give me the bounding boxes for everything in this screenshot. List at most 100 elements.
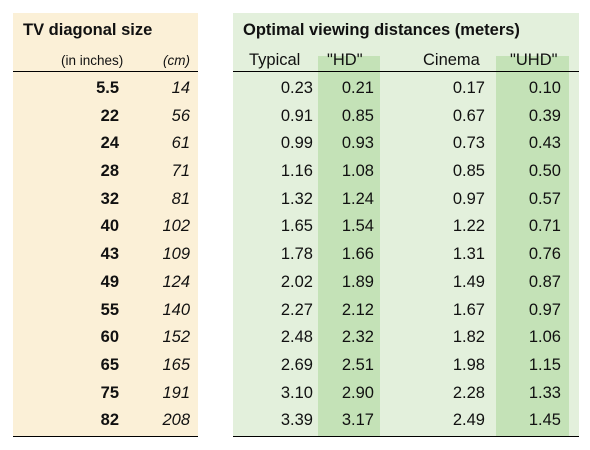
size-cm: 165 xyxy=(162,355,190,374)
cinema-distance: 2.28 xyxy=(452,383,485,402)
inches-header: (in inches) xyxy=(61,53,124,68)
cinema-distance: 0.73 xyxy=(452,134,485,153)
table-row: 5.5 14 xyxy=(13,76,198,104)
hd-distance: 1.66 xyxy=(341,245,374,264)
table-row: 1.65 1.54 1.22 0.71 xyxy=(233,214,579,242)
typical-distance: 0.91 xyxy=(280,106,313,125)
typical-distance: 1.32 xyxy=(280,189,313,208)
table-row: 40 102 xyxy=(13,214,198,242)
cinema-distance: 1.49 xyxy=(452,272,485,291)
uhd-distance: 0.57 xyxy=(528,189,561,208)
size-cm: 61 xyxy=(171,134,190,153)
table-row: 3.39 3.17 2.49 1.45 xyxy=(233,408,579,436)
size-inches: 49 xyxy=(100,272,119,291)
table-row: 75 191 xyxy=(13,381,198,409)
cinema-distance: 1.82 xyxy=(452,328,485,347)
table-row: 2.48 2.32 1.82 1.06 xyxy=(233,325,579,353)
typical-distance: 2.27 xyxy=(280,300,313,319)
cm-header: (cm) xyxy=(163,53,190,68)
header-rule xyxy=(13,71,198,72)
size-cm: 124 xyxy=(162,272,190,291)
typical-distance: 1.65 xyxy=(280,217,313,236)
hd-distance: 1.54 xyxy=(341,217,374,236)
uhd-distance: 1.45 xyxy=(528,411,561,430)
size-inches: 24 xyxy=(100,134,119,153)
size-cm: 191 xyxy=(162,383,190,402)
cinema-distance: 2.49 xyxy=(452,411,485,430)
size-cm: 109 xyxy=(162,245,190,264)
viewing-distance-rows: 0.23 0.21 0.17 0.10 0.91 0.85 0.67 0.39 0.99 0.93… xyxy=(233,76,579,436)
uhd-distance: 0.76 xyxy=(528,245,561,264)
size-inches: 5.5 xyxy=(96,79,119,97)
tv-size-title: TV diagonal size xyxy=(23,21,153,39)
table-row: 55 140 xyxy=(13,298,198,326)
header-rule xyxy=(233,71,579,72)
size-cm: 152 xyxy=(162,328,190,347)
cinema-distance: 0.97 xyxy=(452,189,485,208)
hd-distance: 2.12 xyxy=(341,300,374,319)
table-row: 32 81 xyxy=(13,187,198,215)
table-row: 82 208 xyxy=(13,408,198,436)
typical-distance: 2.02 xyxy=(280,272,313,291)
uhd-distance: 1.15 xyxy=(528,355,561,374)
table-row: 60 152 xyxy=(13,325,198,353)
cinema-distance: 1.22 xyxy=(452,217,485,236)
uhd-distance: 0.97 xyxy=(528,300,561,319)
tv-size-panel: TV diagonal size (in inches) (cm) 5.5 14 2… xyxy=(13,13,198,437)
table-row: 24 61 xyxy=(13,131,198,159)
typical-distance: 3.39 xyxy=(280,411,313,430)
size-inches: 55 xyxy=(100,300,119,319)
size-inches: 22 xyxy=(100,106,119,125)
viewing-distance-title: Optimal viewing distances (meters) xyxy=(243,21,520,39)
table-row: 0.91 0.85 0.67 0.39 xyxy=(233,104,579,132)
table-row: 2.69 2.51 1.98 1.15 xyxy=(233,353,579,381)
cinema-distance: 0.17 xyxy=(452,79,485,97)
hd-distance: 0.85 xyxy=(341,106,374,125)
uhd-distance: 0.50 xyxy=(528,162,561,181)
cinema-distance: 1.31 xyxy=(452,245,485,264)
typical-distance: 1.78 xyxy=(280,245,313,264)
cinema-distance: 0.85 xyxy=(452,162,485,181)
size-cm: 14 xyxy=(171,79,190,97)
size-inches: 43 xyxy=(100,245,119,264)
uhd-distance: 0.87 xyxy=(528,272,561,291)
uhd-distance: 0.71 xyxy=(528,217,561,236)
table-row: 22 56 xyxy=(13,104,198,132)
table-row: 2.02 1.89 1.49 0.87 xyxy=(233,270,579,298)
bottom-rule xyxy=(13,436,198,437)
size-inches: 65 xyxy=(100,355,119,374)
cinema-distance: 1.98 xyxy=(452,355,485,374)
size-cm: 71 xyxy=(171,162,190,181)
table-row: 65 165 xyxy=(13,353,198,381)
table-row: 43 109 xyxy=(13,242,198,270)
size-cm: 81 xyxy=(171,189,190,208)
size-cm: 208 xyxy=(162,411,190,430)
size-cm: 56 xyxy=(171,106,190,125)
hd-distance: 1.24 xyxy=(341,189,374,208)
size-inches: 28 xyxy=(100,162,119,181)
cinema-header: Cinema xyxy=(423,51,480,69)
uhd-column-highlight xyxy=(496,56,569,437)
hd-distance: 1.08 xyxy=(341,162,374,181)
table-row: 0.99 0.93 0.73 0.43 xyxy=(233,131,579,159)
uhd-header: "UHD" xyxy=(510,51,558,69)
hd-distance: 2.32 xyxy=(341,328,374,347)
hd-distance: 0.93 xyxy=(341,134,374,153)
hd-distance: 0.21 xyxy=(341,79,374,97)
uhd-distance: 1.33 xyxy=(528,383,561,402)
typical-distance: 3.10 xyxy=(280,383,313,402)
hd-column-highlight xyxy=(318,56,380,437)
hd-header: "HD" xyxy=(327,51,363,69)
typical-header: Typical xyxy=(249,51,301,69)
size-inches: 32 xyxy=(100,189,119,208)
typical-distance: 2.69 xyxy=(280,355,313,374)
typical-distance: 0.99 xyxy=(280,134,313,153)
hd-distance: 2.51 xyxy=(341,355,374,374)
typical-distance: 2.48 xyxy=(280,328,313,347)
typical-distance: 1.16 xyxy=(280,162,313,181)
table-row: 28 71 xyxy=(13,159,198,187)
uhd-distance: 0.43 xyxy=(528,134,561,153)
uhd-distance: 0.39 xyxy=(528,106,561,125)
tv-size-rows: 5.5 14 22 56 24 61 28 71 32 81 40 102 43 109 49 124 55 14… xyxy=(13,76,198,436)
table-row: 49 124 xyxy=(13,270,198,298)
